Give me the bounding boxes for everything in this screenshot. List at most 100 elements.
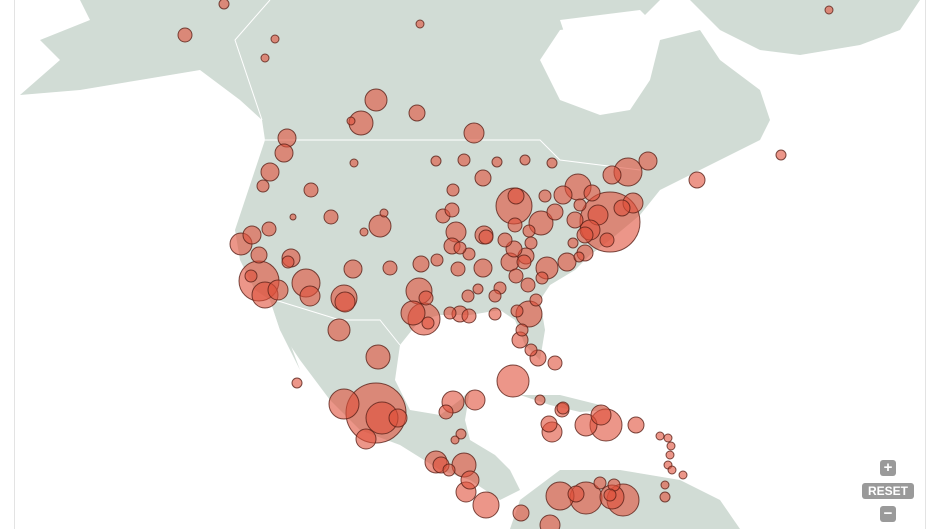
map-marker[interactable] bbox=[473, 258, 493, 278]
map-marker[interactable] bbox=[400, 300, 426, 326]
map-marker[interactable] bbox=[566, 211, 584, 229]
map-marker[interactable] bbox=[573, 251, 585, 263]
map-marker[interactable] bbox=[520, 277, 536, 293]
map-marker[interactable] bbox=[346, 116, 356, 126]
map-marker[interactable] bbox=[457, 153, 471, 167]
map-marker[interactable] bbox=[583, 184, 601, 202]
map-marker[interactable] bbox=[666, 441, 676, 451]
map-marker[interactable] bbox=[303, 182, 319, 198]
map-marker[interactable] bbox=[442, 463, 456, 477]
map-marker[interactable] bbox=[379, 208, 389, 218]
map-marker[interactable] bbox=[450, 261, 466, 277]
map-marker[interactable] bbox=[421, 316, 435, 330]
map-marker[interactable] bbox=[515, 323, 529, 337]
map-marker[interactable] bbox=[546, 157, 558, 169]
map-marker[interactable] bbox=[567, 237, 579, 249]
map-marker[interactable] bbox=[256, 179, 270, 193]
map-marker[interactable] bbox=[590, 404, 612, 426]
map-marker[interactable] bbox=[546, 203, 564, 221]
map-marker[interactable] bbox=[364, 88, 388, 112]
map-marker[interactable] bbox=[430, 253, 444, 267]
map-marker[interactable] bbox=[412, 255, 430, 273]
map-marker[interactable] bbox=[260, 53, 270, 63]
map-marker[interactable] bbox=[576, 226, 594, 244]
map-marker[interactable] bbox=[599, 232, 615, 248]
map-marker[interactable] bbox=[529, 293, 543, 307]
map-marker[interactable] bbox=[667, 465, 677, 475]
map-marker[interactable] bbox=[349, 158, 359, 168]
map-marker[interactable] bbox=[267, 279, 289, 301]
map-marker[interactable] bbox=[659, 491, 671, 503]
map-marker[interactable] bbox=[603, 488, 617, 502]
reset-button[interactable]: RESET bbox=[862, 483, 914, 499]
map-marker[interactable] bbox=[328, 388, 360, 420]
map-marker[interactable] bbox=[327, 318, 351, 342]
map-marker[interactable] bbox=[291, 377, 303, 389]
map-marker[interactable] bbox=[408, 104, 426, 122]
map-marker[interactable] bbox=[516, 254, 532, 270]
map-marker[interactable] bbox=[444, 202, 460, 218]
map-marker[interactable] bbox=[535, 271, 549, 285]
map-marker[interactable] bbox=[281, 255, 295, 269]
map-marker[interactable] bbox=[496, 364, 530, 398]
map-marker[interactable] bbox=[474, 169, 492, 187]
map-marker[interactable] bbox=[334, 291, 356, 313]
map-marker[interactable] bbox=[574, 413, 598, 437]
map-marker[interactable] bbox=[655, 431, 665, 441]
map-marker[interactable] bbox=[177, 27, 193, 43]
map-marker[interactable] bbox=[567, 485, 585, 503]
map-marker[interactable] bbox=[472, 491, 500, 519]
map-marker[interactable] bbox=[534, 394, 546, 406]
map-marker[interactable] bbox=[638, 151, 658, 171]
map-marker[interactable] bbox=[430, 155, 442, 167]
map-marker[interactable] bbox=[540, 415, 558, 433]
map-marker[interactable] bbox=[462, 247, 476, 261]
map-marker[interactable] bbox=[461, 308, 477, 324]
map-marker[interactable] bbox=[663, 433, 673, 443]
map-marker[interactable] bbox=[446, 183, 460, 197]
map-marker[interactable] bbox=[270, 34, 280, 44]
map-marker[interactable] bbox=[355, 428, 377, 450]
map-marker[interactable] bbox=[365, 344, 391, 370]
map-marker[interactable] bbox=[450, 435, 460, 445]
map-marker[interactable] bbox=[519, 154, 531, 166]
map-marker[interactable] bbox=[388, 408, 408, 428]
map-marker[interactable] bbox=[274, 143, 294, 163]
map-marker[interactable] bbox=[261, 221, 277, 237]
map-marker[interactable] bbox=[507, 217, 523, 233]
map-marker[interactable] bbox=[556, 401, 570, 415]
markers[interactable] bbox=[177, 0, 834, 529]
zoom-out-button[interactable]: − bbox=[880, 506, 896, 522]
map-marker[interactable] bbox=[460, 470, 480, 490]
map-marker[interactable] bbox=[244, 269, 258, 283]
map-marker[interactable] bbox=[382, 260, 398, 276]
map-marker[interactable] bbox=[478, 229, 494, 245]
map-marker[interactable] bbox=[522, 224, 536, 238]
map-marker[interactable] bbox=[461, 289, 475, 303]
map-marker[interactable] bbox=[260, 162, 280, 182]
map-marker[interactable] bbox=[512, 504, 530, 522]
map-marker[interactable] bbox=[824, 5, 834, 15]
map-marker[interactable] bbox=[688, 171, 706, 189]
map-marker[interactable] bbox=[613, 199, 631, 217]
map-marker[interactable] bbox=[775, 149, 787, 161]
map-marker[interactable] bbox=[463, 122, 485, 144]
map-marker[interactable] bbox=[627, 416, 645, 434]
map-marker[interactable] bbox=[539, 514, 561, 529]
map-marker[interactable] bbox=[472, 283, 484, 295]
map-marker[interactable] bbox=[538, 189, 552, 203]
map-marker[interactable] bbox=[323, 209, 339, 225]
map-marker[interactable] bbox=[553, 185, 573, 205]
map-marker[interactable] bbox=[415, 19, 425, 29]
map-marker[interactable] bbox=[443, 306, 457, 320]
map-marker[interactable] bbox=[593, 476, 607, 490]
map-marker[interactable] bbox=[218, 0, 230, 10]
map-marker[interactable] bbox=[602, 165, 622, 185]
map-marker[interactable] bbox=[242, 225, 262, 245]
map-marker[interactable] bbox=[438, 404, 454, 420]
map-marker[interactable] bbox=[524, 236, 538, 250]
map-marker[interactable] bbox=[453, 241, 467, 255]
map-marker[interactable] bbox=[343, 259, 363, 279]
map-marker[interactable] bbox=[359, 227, 369, 237]
